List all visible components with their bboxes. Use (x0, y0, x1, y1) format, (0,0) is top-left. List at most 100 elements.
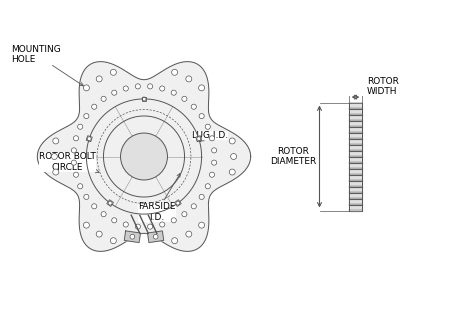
Polygon shape (349, 162, 362, 163)
Polygon shape (349, 199, 362, 204)
Circle shape (96, 231, 102, 237)
Polygon shape (148, 231, 164, 243)
Polygon shape (349, 121, 362, 126)
Circle shape (84, 194, 89, 199)
Polygon shape (349, 151, 362, 156)
Circle shape (92, 104, 97, 109)
Polygon shape (349, 168, 362, 169)
Circle shape (78, 124, 83, 129)
Polygon shape (349, 139, 362, 144)
Circle shape (148, 84, 153, 89)
Circle shape (171, 90, 176, 95)
Polygon shape (349, 103, 362, 108)
Circle shape (230, 153, 237, 160)
Polygon shape (349, 180, 362, 181)
Circle shape (171, 69, 178, 75)
Circle shape (160, 222, 165, 227)
Circle shape (205, 124, 210, 129)
Circle shape (198, 222, 205, 228)
Circle shape (110, 69, 117, 75)
Circle shape (198, 85, 205, 91)
Circle shape (71, 148, 76, 153)
Circle shape (212, 148, 217, 153)
Bar (142, 96, 146, 101)
Circle shape (199, 114, 204, 119)
Circle shape (123, 222, 128, 227)
Circle shape (53, 138, 59, 144)
Polygon shape (349, 175, 362, 180)
Circle shape (51, 153, 58, 160)
Circle shape (186, 231, 192, 237)
Polygon shape (349, 133, 362, 138)
Circle shape (171, 238, 178, 244)
Text: LUG I.D.: LUG I.D. (192, 131, 228, 141)
Polygon shape (349, 144, 362, 145)
Circle shape (171, 218, 176, 223)
Text: ROTOR BOLT
CIRCLE: ROTOR BOLT CIRCLE (39, 152, 99, 173)
Circle shape (186, 76, 192, 82)
Polygon shape (349, 108, 362, 109)
Polygon shape (349, 114, 362, 115)
Polygon shape (349, 156, 362, 157)
Circle shape (53, 169, 59, 175)
Circle shape (78, 184, 83, 189)
Polygon shape (349, 187, 362, 192)
Circle shape (130, 234, 135, 239)
Circle shape (205, 184, 210, 189)
Bar (107, 200, 113, 207)
Circle shape (83, 85, 90, 91)
Polygon shape (349, 109, 362, 114)
Bar (196, 136, 202, 142)
Polygon shape (349, 193, 362, 198)
Circle shape (199, 194, 204, 199)
Circle shape (209, 136, 215, 141)
Polygon shape (124, 231, 140, 243)
Circle shape (73, 136, 79, 141)
Text: MOUNTING
HOLE: MOUNTING HOLE (11, 44, 83, 86)
Circle shape (182, 96, 187, 101)
Circle shape (84, 114, 89, 119)
Circle shape (135, 84, 140, 89)
Polygon shape (349, 157, 362, 162)
Circle shape (191, 204, 196, 209)
Circle shape (73, 172, 79, 177)
Polygon shape (349, 169, 362, 174)
Polygon shape (349, 163, 362, 168)
Polygon shape (349, 132, 362, 133)
Circle shape (112, 90, 117, 95)
Circle shape (121, 133, 167, 180)
Polygon shape (349, 192, 362, 193)
Text: ROTOR
WIDTH: ROTOR WIDTH (367, 77, 399, 96)
Circle shape (135, 224, 140, 229)
Polygon shape (349, 115, 362, 120)
Polygon shape (349, 102, 362, 103)
Circle shape (83, 222, 90, 228)
Polygon shape (349, 186, 362, 187)
Polygon shape (349, 198, 362, 199)
Polygon shape (349, 126, 362, 127)
Circle shape (209, 172, 215, 177)
Polygon shape (349, 174, 362, 175)
Circle shape (123, 86, 128, 91)
Polygon shape (37, 62, 251, 251)
Polygon shape (349, 120, 362, 121)
Polygon shape (349, 205, 362, 210)
Polygon shape (349, 150, 362, 151)
Circle shape (101, 96, 106, 101)
Circle shape (148, 224, 153, 229)
Polygon shape (349, 210, 362, 211)
Circle shape (92, 204, 97, 209)
Circle shape (110, 238, 117, 244)
Polygon shape (349, 181, 362, 186)
Circle shape (71, 160, 76, 165)
Circle shape (212, 160, 217, 165)
Polygon shape (349, 204, 362, 205)
Polygon shape (349, 127, 362, 132)
Circle shape (153, 234, 158, 239)
Circle shape (101, 212, 106, 217)
Circle shape (182, 212, 187, 217)
Bar (86, 136, 92, 142)
Circle shape (229, 138, 235, 144)
Circle shape (112, 218, 117, 223)
Circle shape (96, 76, 102, 82)
